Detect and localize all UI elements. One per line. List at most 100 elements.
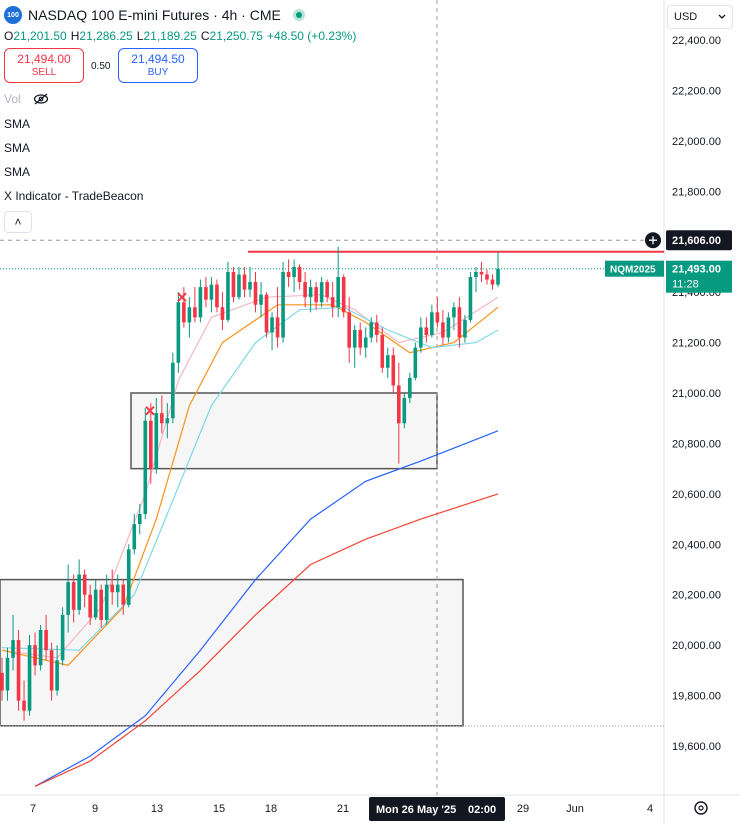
candle-body [474, 271, 478, 278]
indicator-sma-3[interactable]: SMA [4, 165, 31, 179]
plus-icon [649, 236, 657, 245]
buy-label: BUY [147, 66, 169, 78]
gear-center [698, 805, 704, 811]
countdown-label: 11:28 [672, 279, 699, 291]
candle-body [33, 645, 37, 666]
sma-line-blue [34, 430, 499, 787]
close-value: 21,250.75 [209, 29, 263, 43]
zone-box[interactable] [0, 578, 464, 727]
price-tick-label: 22,000.00 [672, 136, 721, 148]
open-label: O [4, 29, 14, 43]
price-tick-label: 22,200.00 [672, 85, 721, 97]
indicator-x-tradebeacon[interactable]: X Indicator - TradeBeacon [4, 189, 144, 203]
low-label: L [136, 29, 144, 43]
candle-body [193, 307, 197, 318]
candle-body [485, 274, 489, 280]
candle-body [248, 282, 252, 290]
chevron-up-icon: ˄ [14, 215, 22, 229]
price-tick-label: 20,000.00 [672, 640, 721, 652]
sma-line-pink [1, 294, 499, 659]
x-signal-marker [177, 292, 187, 302]
price-tick-label: 20,200.00 [672, 590, 721, 602]
time-tick-label: 18 [265, 803, 277, 815]
candle-body [115, 584, 120, 593]
candle-body [66, 582, 70, 615]
time-tick-label: 21 [337, 803, 349, 815]
candle-body [55, 660, 59, 691]
last-price-label: 21,493.00 [672, 264, 721, 276]
candle-body [231, 271, 236, 298]
candle-body [430, 312, 434, 336]
candle-body [424, 327, 429, 336]
candle-body [209, 284, 214, 300]
eye-hidden-icon[interactable] [33, 93, 49, 105]
candle-body [363, 337, 368, 348]
crosshair-time-tag [369, 797, 505, 821]
candle-body [380, 335, 385, 368]
candle-body [369, 322, 374, 338]
last-price-tag [666, 260, 732, 293]
candle-body [264, 294, 269, 333]
candle-body [413, 347, 418, 378]
candle-body [49, 650, 54, 691]
price-tick-label: 20,600.00 [672, 489, 721, 501]
indicator-vol[interactable]: Vol [4, 92, 49, 106]
sma-line-red [34, 493, 499, 787]
candle-body [60, 614, 65, 661]
candle-body [468, 277, 473, 320]
symbol-logo: 100 [4, 6, 22, 24]
price-tick-label: 21,800.00 [672, 186, 721, 198]
crosshair-time-label: 02:00 [468, 804, 496, 816]
candle-body [126, 549, 131, 605]
time-tick-label: 15 [213, 803, 225, 815]
high-value: 21,286.25 [79, 29, 133, 43]
candle-body [22, 700, 26, 711]
candle-body [71, 582, 76, 610]
candle-body [303, 282, 307, 298]
collapse-legend-button[interactable]: ˄ [4, 211, 32, 233]
candle-body [5, 657, 10, 691]
candle-body [171, 362, 175, 419]
candle-body [132, 524, 137, 550]
candle-body [93, 589, 98, 618]
indicator-sma-1[interactable]: SMA [4, 117, 31, 131]
candle-body [319, 282, 324, 303]
x-signal-marker [145, 405, 155, 416]
crosshair-date-label: Mon 26 May '25 [376, 804, 456, 816]
sell-button[interactable]: 21,494.00 SELL [4, 48, 84, 83]
price-tick-label: 22,400.00 [672, 35, 721, 47]
candle-body [259, 294, 263, 305]
currency-select[interactable]: USD [667, 5, 733, 29]
candle-body [352, 329, 357, 348]
candle-body [330, 297, 335, 308]
spread-value: 0.50 [91, 61, 111, 72]
candle-body [435, 312, 440, 323]
high-label: H [70, 29, 80, 43]
candle-body [110, 584, 115, 593]
candle-body [463, 319, 467, 338]
candle-body [104, 584, 109, 620]
vol-label: Vol [4, 92, 21, 106]
candle-body [149, 420, 153, 469]
candle-body [0, 672, 4, 691]
market-status-icon [292, 9, 305, 21]
candle-body [408, 377, 412, 399]
symbol-header[interactable]: 100 NASDAQ 100 E-mini Futures · 4h · CME [4, 6, 305, 24]
candle-body [286, 271, 291, 278]
candle-body [270, 317, 274, 333]
zone-box[interactable] [130, 392, 438, 470]
candle-body [121, 584, 126, 605]
gear-icon[interactable] [694, 801, 708, 815]
buy-button[interactable]: 21,494.50 BUY [118, 48, 198, 83]
time-tick-label: Jun [566, 803, 584, 815]
sell-label: SELL [31, 66, 57, 78]
candle-body [27, 645, 32, 711]
ohlc-legend: O21,201.50 H21,286.25 L21,189.25 C21,250… [4, 29, 356, 43]
crosshair-price-label: 21,606.00 [672, 235, 721, 247]
candle-body [446, 317, 451, 338]
candle-body [341, 277, 346, 313]
indicator-sma-2[interactable]: SMA [4, 141, 31, 155]
candle-body [325, 282, 329, 298]
symbol-title[interactable]: NASDAQ 100 E-mini Futures · 4h · CME [28, 7, 281, 23]
